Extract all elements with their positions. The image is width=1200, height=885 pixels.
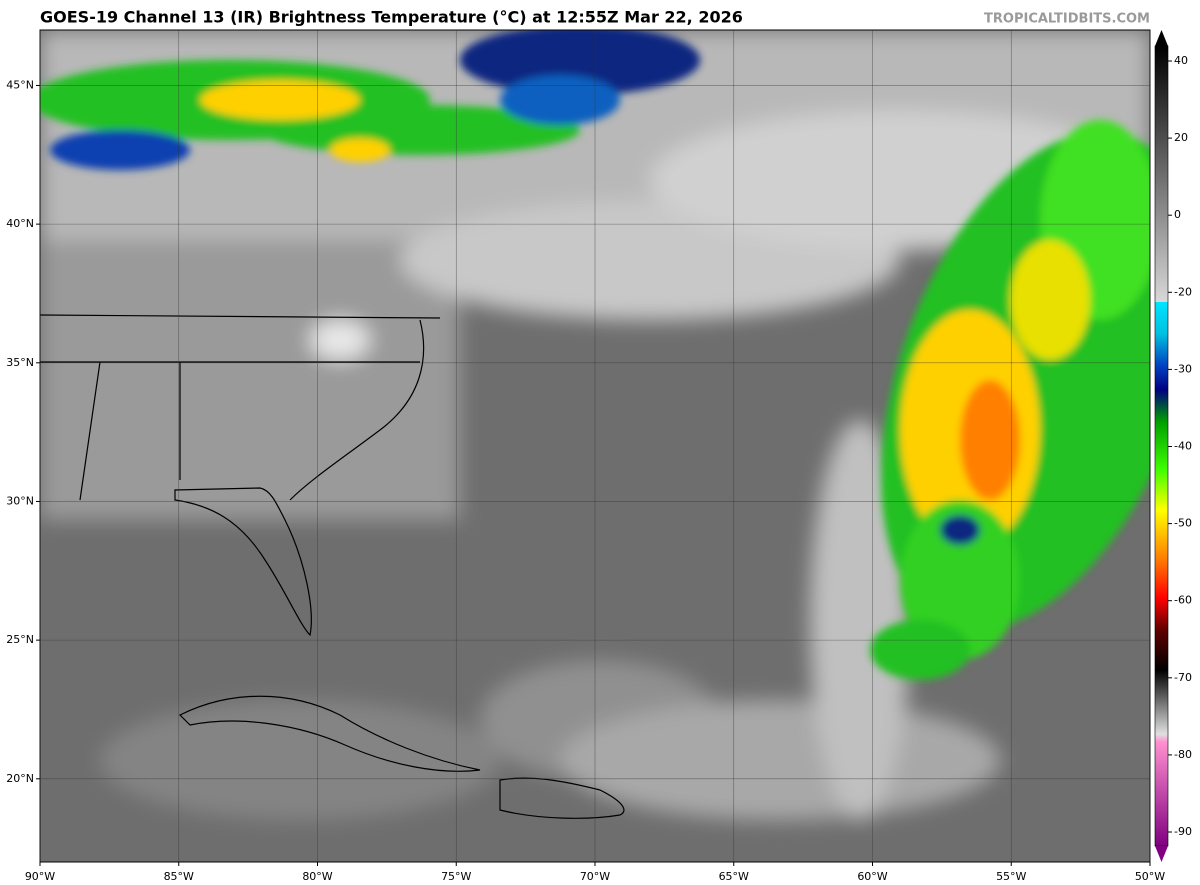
satellite-image	[40, 30, 1150, 862]
lon-tick-label: 60°W	[857, 870, 887, 883]
lon-tick-label: 85°W	[164, 870, 194, 883]
colorbar-tick-label: -90	[1174, 825, 1192, 838]
colorbar-tick-label: -20	[1174, 285, 1192, 298]
lat-tick-label: 40°N	[6, 217, 34, 230]
colorbar-extend-bottom	[1155, 846, 1168, 862]
colorbar-tick-label: -40	[1174, 440, 1192, 453]
lon-tick-label: 50°W	[1135, 870, 1165, 883]
lon-tick-label: 80°W	[302, 870, 332, 883]
lon-tick-label: 65°W	[719, 870, 749, 883]
lat-tick-label: 20°N	[6, 772, 34, 785]
colorbar-tick-label: -50	[1174, 517, 1192, 530]
watermark: TROPICALTIDBITS.COM	[984, 12, 1150, 27]
lat-tick-label: 35°N	[6, 356, 34, 369]
colorbar	[1154, 45, 1169, 847]
lat-tick-label: 25°N	[6, 633, 34, 646]
lon-tick-label: 90°W	[25, 870, 55, 883]
title: GOES-19 Channel 13 (IR) Brightness Tempe…	[40, 8, 743, 27]
colorbar-tick-label: 20	[1174, 131, 1188, 144]
colorbar-extend-top	[1155, 30, 1168, 46]
lon-tick-label: 70°W	[580, 870, 610, 883]
lat-tick-label: 45°N	[6, 78, 34, 91]
colorbar-tick-label: -70	[1174, 671, 1192, 684]
colorbar-tick-label: -80	[1174, 748, 1192, 761]
colorbar-tick-label: -30	[1174, 362, 1192, 375]
lat-tick-label: 30°N	[6, 494, 34, 507]
colorbar-tick-label: -60	[1174, 594, 1192, 607]
lon-tick-label: 75°W	[441, 870, 471, 883]
lon-tick-label: 55°W	[996, 870, 1026, 883]
colorbar-tick-label: 40	[1174, 54, 1188, 67]
colorbar-tick-label: 0	[1174, 208, 1181, 221]
